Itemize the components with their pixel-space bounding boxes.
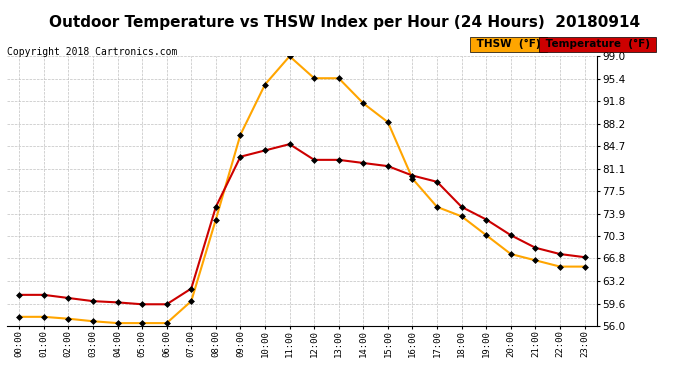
Text: THSW  (°F): THSW (°F) bbox=[473, 39, 544, 50]
Text: Copyright 2018 Cartronics.com: Copyright 2018 Cartronics.com bbox=[7, 47, 177, 57]
Text: Outdoor Temperature vs THSW Index per Hour (24 Hours)  20180914: Outdoor Temperature vs THSW Index per Ho… bbox=[50, 15, 640, 30]
Text: Temperature  (°F): Temperature (°F) bbox=[542, 39, 653, 50]
